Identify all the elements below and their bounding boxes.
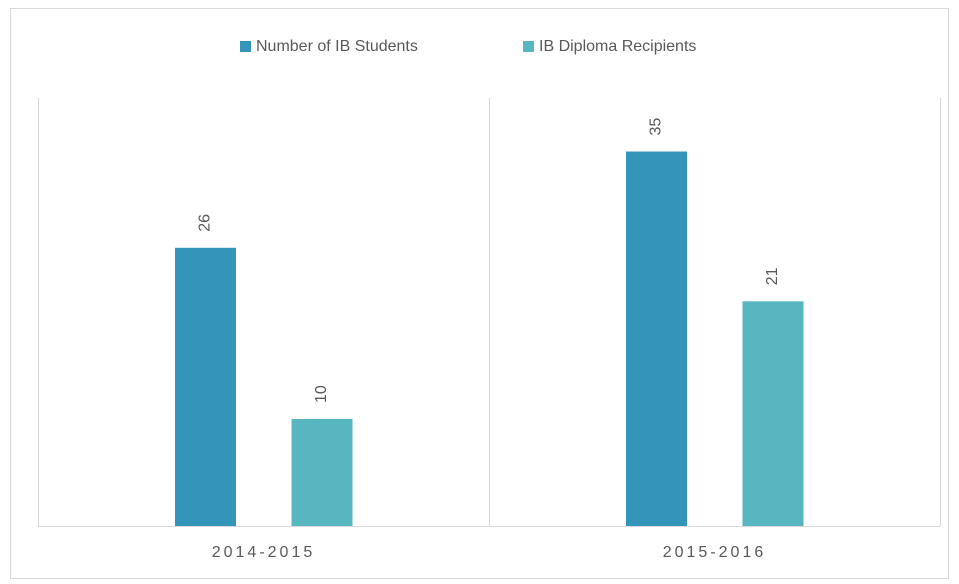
data-label: 26 [197,214,214,232]
legend-swatch [240,41,251,52]
legend-swatch [523,41,534,52]
legend-label: IB Diploma Recipients [539,38,696,55]
legend-label: Number of IB Students [256,38,418,55]
bar [742,301,804,526]
chart-border [10,8,949,579]
data-label: 21 [764,267,781,285]
x-tick-label: 2015-2016 [663,544,767,561]
data-label: 35 [648,118,665,136]
bar [626,151,687,526]
data-label: 10 [313,385,330,403]
bar [291,419,353,526]
bar [175,247,236,527]
x-tick-label: 2014-2015 [212,544,316,561]
